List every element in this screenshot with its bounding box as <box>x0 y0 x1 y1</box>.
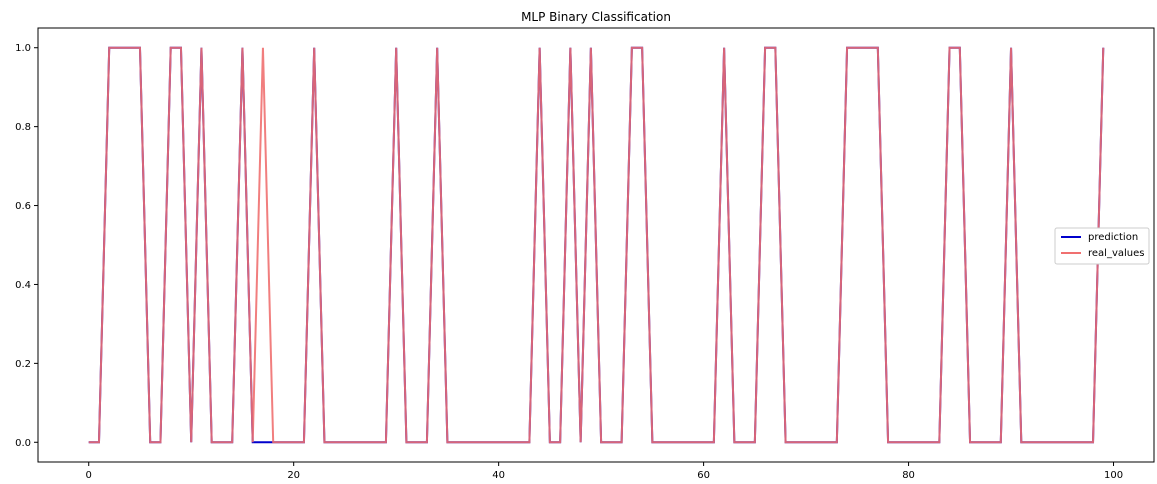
x-tick-label: 20 <box>287 470 300 481</box>
x-tick-label: 100 <box>1104 470 1123 481</box>
legend: prediction real_values <box>1054 227 1150 265</box>
y-tick-label: 0.8 <box>15 122 31 133</box>
y-tick-label: 0.4 <box>15 280 31 291</box>
y-tick-label: 1.0 <box>15 43 31 54</box>
legend-label-real-values: real_values <box>1088 248 1144 259</box>
axes-frame <box>37 27 1155 463</box>
plot-area <box>88 46 1105 444</box>
y-tick-label: 0.6 <box>15 201 31 212</box>
y-tick-label: 0.0 <box>15 438 31 449</box>
chart-title: MLP Binary Classification <box>521 10 671 24</box>
x-tick-label: 60 <box>697 470 710 481</box>
y-axis: 0.0 0.2 0.4 0.6 0.8 1.0 <box>15 43 38 449</box>
series-line-real-values <box>88 46 1105 444</box>
x-tick-label: 40 <box>492 470 505 481</box>
legend-label-prediction: prediction <box>1088 232 1138 243</box>
y-tick-label: 0.2 <box>15 359 31 370</box>
x-tick-label: 80 <box>902 470 915 481</box>
x-axis: 0 20 40 60 80 100 <box>86 462 1123 481</box>
x-tick-label: 0 <box>86 470 92 481</box>
